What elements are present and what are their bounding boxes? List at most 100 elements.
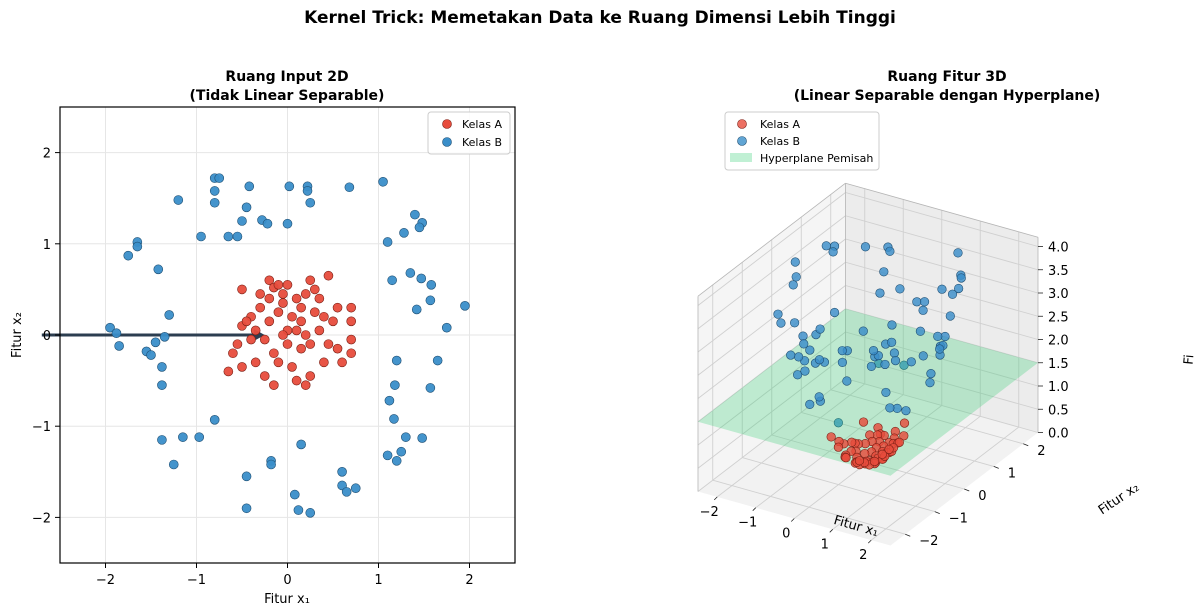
data-point-3d-kelas-b <box>815 324 825 334</box>
data-point-kelas-a <box>323 270 334 281</box>
data-point-kelas-a <box>291 325 302 336</box>
legend3d-marker-kelas-a <box>737 119 747 129</box>
data-point-kelas-b <box>173 195 184 205</box>
data-point-3d-kelas-b <box>906 357 916 367</box>
data-point-3d-kelas-b <box>889 348 899 358</box>
tick-mark-3d <box>790 518 795 522</box>
data-point-3d-kelas-b <box>828 247 838 257</box>
data-point-kelas-b <box>157 380 167 390</box>
data-point-kelas-b <box>123 250 134 261</box>
data-point-3d-kelas-b <box>821 241 831 251</box>
x-tick-label: 2 <box>465 573 473 588</box>
data-point-kelas-a <box>296 343 306 354</box>
data-point-3d-kelas-b <box>805 399 815 410</box>
data-point-kelas-b <box>168 459 179 470</box>
data-point-kelas-b <box>416 273 427 284</box>
x-tick-label-3d: −1 <box>738 516 757 531</box>
tick-mark-3d <box>752 507 757 511</box>
chart-2d-ticks: −2 −1 0 1 2 −2 −1 0 1 2 <box>32 147 474 588</box>
x-tick-label: 0 <box>283 573 291 588</box>
chart-3d-zlabel: Fi <box>1182 354 1198 365</box>
data-point-3d-kelas-b <box>866 361 877 372</box>
data-point-3d-kelas-b <box>837 357 848 368</box>
data-point-kelas-a <box>228 348 238 359</box>
grid-back-z <box>845 192 1039 247</box>
data-point-kelas-b <box>390 380 400 390</box>
data-point-kelas-a <box>319 311 329 322</box>
grid-left-z <box>697 238 846 353</box>
legend3d-marker-hyperplane <box>730 153 752 162</box>
data-point-kelas-b <box>382 450 393 461</box>
chart-3d-series-kelas-a <box>826 417 910 470</box>
y-tick-label-3d: −1 <box>949 512 968 527</box>
data-point-kelas-a <box>287 362 297 372</box>
data-point-kelas-b <box>391 355 402 366</box>
data-point-kelas-b <box>209 415 220 425</box>
grid-back-z <box>845 378 1039 433</box>
data-point-3d-kelas-b <box>814 392 824 402</box>
data-point-3d-kelas-b <box>926 368 936 379</box>
data-point-kelas-b <box>105 322 115 333</box>
data-point-kelas-b <box>244 181 255 192</box>
hyperplane-surface <box>698 308 1038 476</box>
data-point-3d-kelas-a <box>841 453 851 463</box>
grid-floor-y <box>742 457 935 513</box>
data-point-kelas-b <box>387 275 397 286</box>
tick-mark-3d <box>993 466 999 469</box>
data-point-kelas-a <box>346 316 357 327</box>
data-point-3d-kelas-a <box>899 431 909 441</box>
chart-3d-legend: Kelas A Kelas B Hyperplane Pemisah <box>724 111 880 171</box>
data-point-kelas-a <box>273 307 284 318</box>
data-point-kelas-b <box>350 483 361 494</box>
data-point-kelas-a <box>278 330 288 340</box>
y-tick-label-3d: −2 <box>919 534 938 549</box>
data-point-kelas-a <box>305 339 316 349</box>
legend3d-marker-kelas-b <box>737 136 747 146</box>
data-point-kelas-a <box>223 366 234 377</box>
data-point-3d-kelas-b <box>868 346 879 356</box>
grid-floor-y <box>830 389 1024 445</box>
data-point-3d-kelas-b <box>947 289 958 299</box>
x-tick-label: −2 <box>96 573 115 588</box>
data-point-3d-kelas-a <box>899 418 910 428</box>
tick-mark-3d <box>934 511 940 514</box>
data-point-3d-kelas-b <box>833 418 843 428</box>
data-point-kelas-a <box>314 293 325 304</box>
data-point-kelas-a <box>300 330 311 340</box>
data-point-3d-kelas-b <box>788 280 798 290</box>
data-point-kelas-a <box>237 362 247 372</box>
data-point-kelas-b <box>378 176 388 187</box>
z-tick-label-3d: 0.5 <box>1048 403 1069 418</box>
chart-2d-title-line2: (Tidak Linear Separable) <box>190 88 385 104</box>
data-point-kelas-a <box>259 371 270 381</box>
x-tick-label-3d: −2 <box>700 505 719 520</box>
x-tick-label-3d: 2 <box>859 548 867 563</box>
data-point-3d-kelas-b <box>885 403 895 413</box>
data-point-3d-kelas-b <box>805 345 815 355</box>
data-point-kelas-b <box>241 471 252 482</box>
chart-3d-ticks: −2−1012−2−10120.00.51.01.52.02.53.03.54.… <box>700 241 1069 564</box>
data-point-kelas-a <box>319 357 329 368</box>
data-point-kelas-a <box>241 316 252 327</box>
z-tick-label-3d: 3.0 <box>1048 287 1069 302</box>
data-point-kelas-b <box>194 432 205 442</box>
data-point-3d-kelas-b <box>794 352 804 362</box>
grid-back-z <box>845 215 1039 271</box>
tick-mark-3d <box>829 529 834 533</box>
data-point-3d-kelas-b <box>860 242 871 252</box>
data-point-3d-kelas-b <box>935 344 945 354</box>
z-tick-label-3d: 3.5 <box>1048 264 1069 279</box>
data-point-kelas-a <box>314 325 325 336</box>
grid-left-z <box>697 261 846 376</box>
data-point-3d-kelas-a <box>869 456 880 467</box>
data-point-kelas-b <box>111 328 122 338</box>
data-point-kelas-b <box>296 439 306 450</box>
data-point-kelas-b <box>425 383 436 393</box>
data-point-kelas-a <box>296 302 306 313</box>
data-point-3d-kelas-b <box>790 318 800 328</box>
data-point-kelas-b <box>410 209 420 220</box>
data-point-3d-kelas-b <box>875 288 885 298</box>
data-point-kelas-a <box>232 339 243 349</box>
data-point-kelas-b <box>223 231 234 242</box>
data-point-3d-kelas-b <box>776 318 786 328</box>
